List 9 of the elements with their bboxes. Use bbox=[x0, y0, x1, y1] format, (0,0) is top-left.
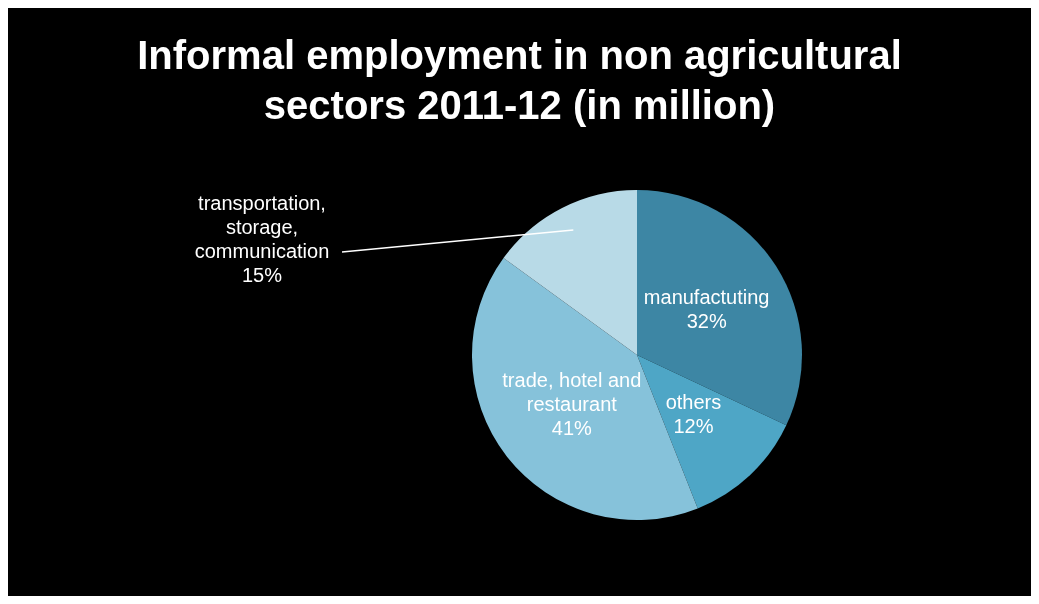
data-label: 32% bbox=[686, 310, 727, 333]
slice-label: transportation, storage, communication bbox=[194, 191, 330, 262]
slice-label: trade, hotel and restaurant bbox=[502, 369, 642, 416]
slice-label: manufactuting bbox=[643, 286, 770, 309]
data-label: 15% bbox=[241, 263, 283, 286]
data-label: 41% bbox=[551, 417, 593, 440]
data-label: 12% bbox=[673, 414, 714, 437]
slice-label: others bbox=[665, 390, 722, 413]
chart-title: Informal employment in non agricultural sectors 2011-12 (in million) bbox=[136, 32, 903, 129]
